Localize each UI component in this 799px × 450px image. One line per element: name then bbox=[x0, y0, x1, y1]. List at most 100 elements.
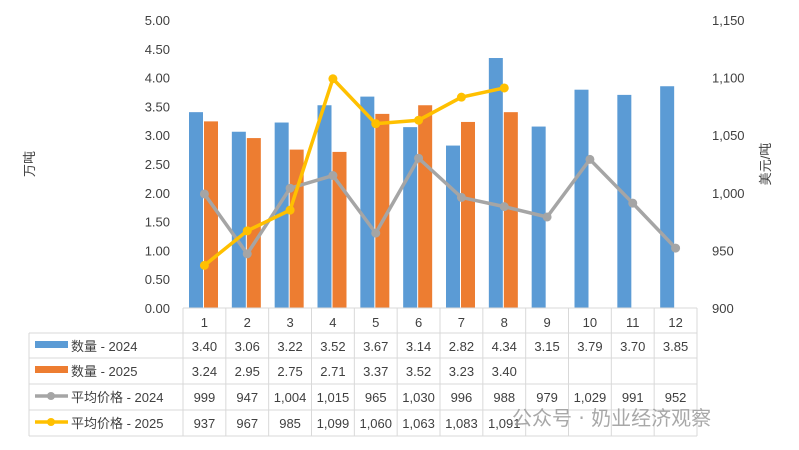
table-cell: 988 bbox=[493, 390, 515, 405]
line-point bbox=[456, 92, 466, 102]
table-cell: 3.67 bbox=[363, 339, 388, 354]
line-point bbox=[242, 226, 252, 236]
legend-label: 数量 - 2024 bbox=[71, 339, 137, 354]
table-cell: 2.82 bbox=[449, 339, 474, 354]
line-point bbox=[371, 119, 381, 129]
y2-tick-label: 1,150 bbox=[712, 13, 745, 28]
y2-tick-label: 1,050 bbox=[712, 128, 745, 143]
line-point bbox=[328, 171, 338, 181]
x-tick-label: 8 bbox=[501, 315, 508, 330]
watermark: 公众号 · 奶业经济观察 bbox=[512, 406, 712, 430]
y-tick-label: 2.00 bbox=[145, 186, 170, 201]
line-point bbox=[456, 192, 466, 202]
table-cell: 2.71 bbox=[320, 364, 345, 379]
bar-2025 bbox=[503, 112, 518, 308]
line-point bbox=[499, 83, 509, 93]
bar-2024 bbox=[574, 89, 589, 308]
y2-tick-label: 1,000 bbox=[712, 186, 745, 201]
line-point bbox=[371, 228, 381, 238]
line-point bbox=[414, 153, 424, 163]
table-cell: 3.52 bbox=[320, 339, 345, 354]
table-cell: 1,063 bbox=[402, 416, 435, 431]
legend-key bbox=[47, 392, 55, 400]
table-cell: 985 bbox=[279, 416, 301, 431]
table-cell: 1,015 bbox=[317, 390, 350, 405]
table-cell: 1,083 bbox=[445, 416, 478, 431]
bar-2024 bbox=[360, 96, 375, 308]
table-cell: 996 bbox=[451, 390, 473, 405]
line-point bbox=[414, 115, 424, 125]
table-cell: 3.06 bbox=[235, 339, 260, 354]
table-cell: 3.40 bbox=[492, 364, 517, 379]
table-cell: 3.24 bbox=[192, 364, 217, 379]
table-cell: 3.85 bbox=[663, 339, 688, 354]
table-cell: 2.95 bbox=[235, 364, 260, 379]
legend-key bbox=[47, 418, 55, 426]
x-tick-label: 10 bbox=[583, 315, 597, 330]
line-point bbox=[542, 212, 552, 222]
line-平均价格 - 2024 bbox=[202, 155, 677, 257]
table-cell: 1,091 bbox=[488, 416, 521, 431]
bar-2024 bbox=[531, 126, 546, 308]
y2-tick-label: 1,100 bbox=[712, 71, 745, 86]
y-tick-label: 0.00 bbox=[145, 301, 170, 316]
table-cell: 1,030 bbox=[402, 390, 435, 405]
bar-2024 bbox=[189, 112, 203, 308]
table-cell: 3.23 bbox=[449, 364, 474, 379]
x-tick-label: 6 bbox=[415, 315, 422, 330]
y-tick-label: 3.00 bbox=[145, 128, 170, 143]
table-cell: 965 bbox=[365, 390, 387, 405]
x-tick-label: 2 bbox=[244, 315, 251, 330]
y2-tick-label: 950 bbox=[712, 243, 734, 258]
y2-axis-label: 美元/吨 bbox=[758, 143, 773, 186]
table-cell: 999 bbox=[194, 390, 216, 405]
y-tick-label: 4.00 bbox=[145, 71, 170, 86]
table-cell: 1,060 bbox=[359, 416, 392, 431]
table-cell: 3.37 bbox=[363, 364, 388, 379]
x-tick-label: 11 bbox=[626, 315, 640, 330]
legend-key bbox=[35, 366, 68, 373]
y-tick-label: 1.00 bbox=[145, 243, 170, 258]
line-point bbox=[285, 205, 295, 215]
line-point bbox=[671, 243, 681, 253]
bar-2025 bbox=[204, 121, 218, 308]
y-tick-label: 1.50 bbox=[145, 215, 170, 230]
table-cell: 3.79 bbox=[577, 339, 602, 354]
x-tick-label: 4 bbox=[329, 315, 336, 330]
table-cell: 3.15 bbox=[534, 339, 559, 354]
bar-2024 bbox=[317, 105, 332, 308]
x-tick-label: 7 bbox=[458, 315, 465, 330]
table-cell: 947 bbox=[236, 390, 258, 405]
y-tick-label: 0.50 bbox=[145, 272, 170, 287]
y2-tick-label: 900 bbox=[712, 301, 734, 316]
bar-2025 bbox=[461, 121, 475, 309]
x-tick-label: 9 bbox=[543, 315, 550, 330]
legend-key bbox=[35, 341, 68, 348]
x-tick-label: 3 bbox=[286, 315, 293, 330]
legend-label: 平均价格 - 2025 bbox=[71, 416, 163, 431]
table-cell: 937 bbox=[194, 416, 216, 431]
table-cell: 4.34 bbox=[492, 339, 517, 354]
y-tick-label: 5.00 bbox=[145, 13, 170, 28]
line-point bbox=[628, 198, 638, 208]
table-cell: 3.40 bbox=[192, 339, 217, 354]
bar-2024 bbox=[231, 131, 246, 308]
bar-2025 bbox=[246, 138, 261, 308]
bar-2024 bbox=[403, 127, 418, 308]
y-tick-label: 4.50 bbox=[145, 42, 170, 57]
bar-2024 bbox=[446, 145, 460, 308]
x-tick-label: 1 bbox=[201, 315, 208, 330]
bar-2024 bbox=[617, 94, 632, 308]
x-tick-label: 12 bbox=[668, 315, 682, 330]
table-cell: 952 bbox=[665, 390, 687, 405]
legend-label: 数量 - 2025 bbox=[71, 364, 137, 379]
line-point bbox=[499, 202, 509, 212]
line-平均价格 - 2025 bbox=[203, 75, 505, 267]
table-cell: 2.75 bbox=[277, 364, 302, 379]
table-cell: 3.52 bbox=[406, 364, 431, 379]
line-point bbox=[199, 189, 209, 199]
y-axis-label: 万吨 bbox=[22, 151, 37, 177]
line-point bbox=[285, 183, 295, 193]
